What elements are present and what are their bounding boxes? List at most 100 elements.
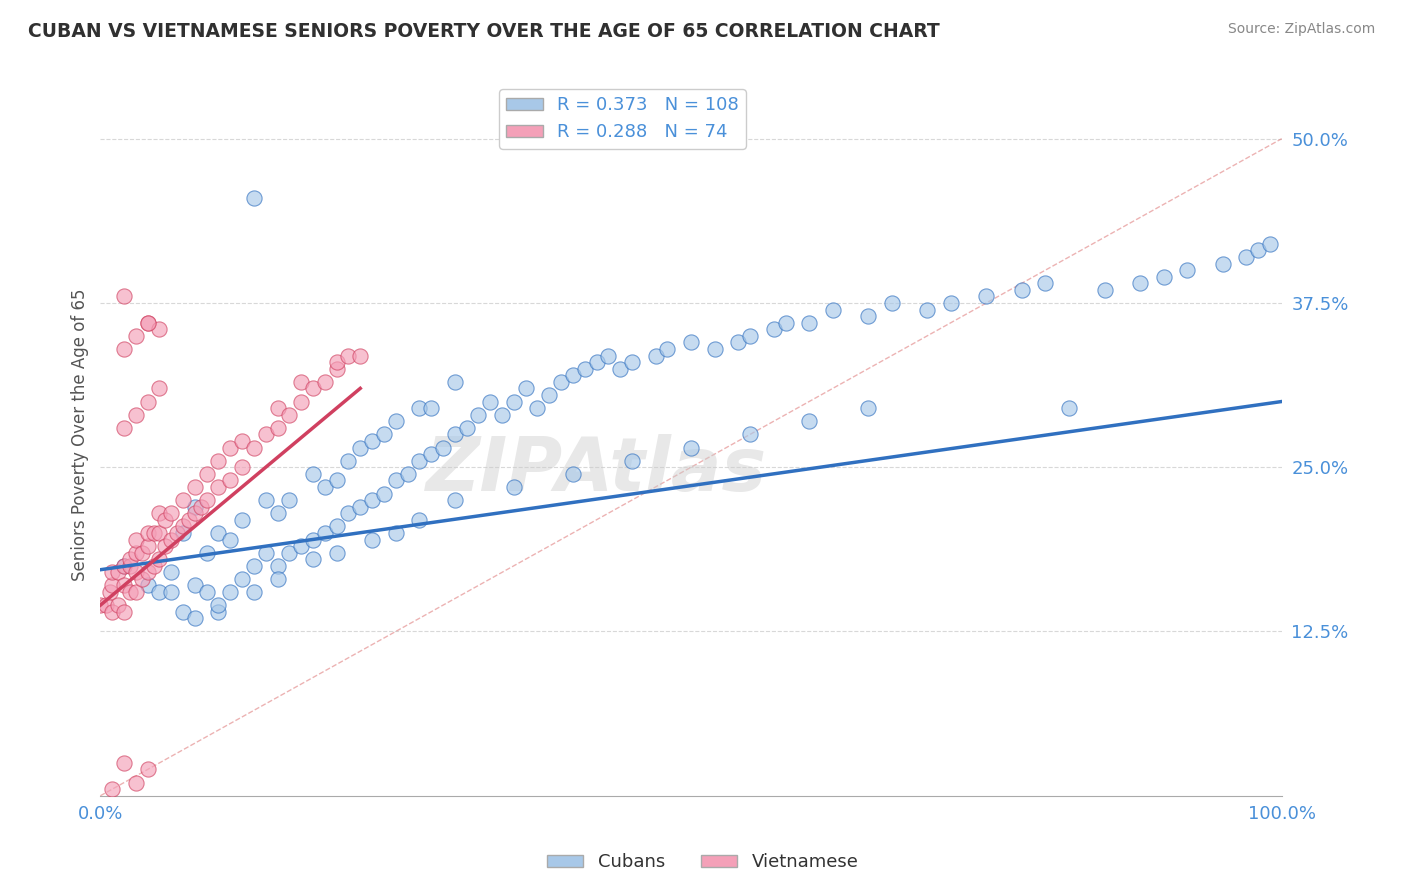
Point [177,513,200,527]
Point [502,394,524,409]
Point [325,355,347,369]
Point [620,453,643,467]
Point [880,296,903,310]
Point [1153,269,1175,284]
Point [644,349,666,363]
Point [243,558,266,573]
Point [432,441,454,455]
Point [337,349,360,363]
Point [172,493,194,508]
Text: Source: ZipAtlas.com: Source: ZipAtlas.com [1227,22,1375,37]
Point [373,427,395,442]
Point [207,480,229,494]
Point [384,474,406,488]
Point [443,375,465,389]
Point [302,381,325,395]
Point [118,552,141,566]
Point [821,302,844,317]
Point [136,316,159,330]
Point [125,408,148,422]
Point [219,533,242,547]
Point [278,493,301,508]
Point [349,500,371,514]
Point [142,525,165,540]
Point [112,756,135,770]
Point [266,401,288,415]
Point [325,361,347,376]
Point [195,585,218,599]
Point [136,394,159,409]
Point [184,500,207,514]
Point [349,441,371,455]
Point [266,506,288,520]
Point [740,328,762,343]
Point [550,375,572,389]
Point [361,434,384,448]
Point [195,467,218,481]
Point [396,467,419,481]
Point [703,342,725,356]
Point [243,191,266,205]
Point [278,546,301,560]
Point [620,355,643,369]
Point [302,552,325,566]
Point [574,361,596,376]
Point [160,585,183,599]
Point [858,401,880,415]
Point [325,519,347,533]
Point [609,361,631,376]
Point [337,506,360,520]
Point [561,467,583,481]
Point [148,322,170,336]
Point [231,460,253,475]
Point [207,598,229,612]
Point [290,375,312,389]
Point [125,546,148,560]
Point [917,302,939,317]
Point [184,578,207,592]
Point [125,328,148,343]
Point [290,539,312,553]
Point [373,486,395,500]
Point [1011,283,1033,297]
Point [302,467,325,481]
Point [172,525,194,540]
Point [184,611,207,625]
Point [112,558,135,573]
Point [207,525,229,540]
Point [112,421,135,435]
Point [762,322,785,336]
Point [155,539,177,553]
Point [361,493,384,508]
Point [420,401,443,415]
Point [479,394,502,409]
Point [101,605,124,619]
Point [207,453,229,467]
Point [1057,401,1080,415]
Point [112,605,135,619]
Point [290,394,312,409]
Point [219,474,242,488]
Point [491,408,513,422]
Point [314,375,336,389]
Legend: Cubans, Vietnamese: Cubans, Vietnamese [540,847,866,879]
Point [384,525,406,540]
Point [266,421,288,435]
Point [148,381,170,395]
Point [325,474,347,488]
Point [136,566,159,580]
Point [160,566,183,580]
Point [408,453,430,467]
Legend: R = 0.373   N = 108, R = 0.288   N = 74: R = 0.373 N = 108, R = 0.288 N = 74 [499,89,747,149]
Point [679,441,702,455]
Point [125,566,148,580]
Point [1129,277,1152,291]
Point [443,427,465,442]
Point [939,296,962,310]
Point [131,572,153,586]
Point [420,447,443,461]
Point [1234,250,1257,264]
Point [207,605,229,619]
Point [136,578,159,592]
Point [118,585,141,599]
